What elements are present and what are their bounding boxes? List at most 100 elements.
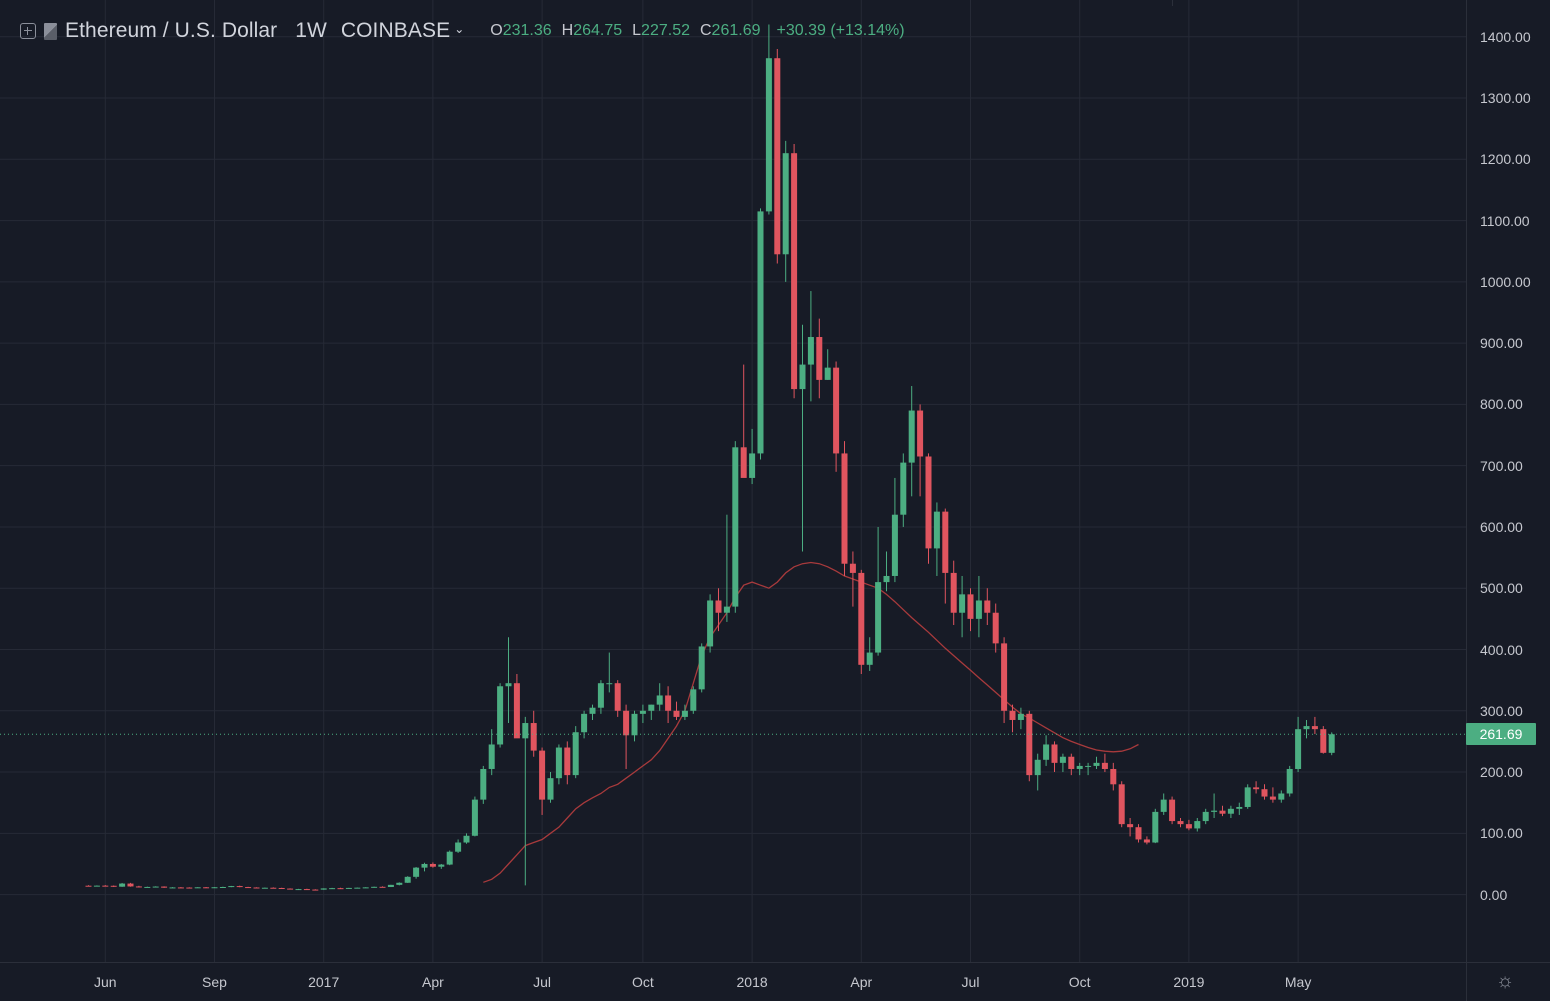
candle-body (1169, 799, 1176, 822)
candle (807, 291, 814, 402)
x-tick-label: Jul (533, 974, 552, 990)
candle-body (211, 887, 218, 889)
candle-body (858, 572, 865, 665)
candle (1152, 808, 1159, 844)
candle (841, 441, 848, 576)
candle-body (623, 710, 630, 736)
candle-body (1093, 762, 1100, 766)
candle (295, 888, 302, 891)
candle (253, 887, 260, 889)
symbol-title[interactable]: Ethereum / U.S. Dollar 1W COINBASE (65, 19, 450, 43)
candle (959, 575, 966, 638)
candle (925, 453, 932, 564)
grid-lines (0, 0, 1466, 962)
close-value: 261.69 (711, 22, 761, 39)
gear-icon[interactable]: ☼ (1495, 969, 1515, 992)
candle-body (110, 885, 117, 887)
candle (732, 441, 739, 613)
candle-body (1160, 799, 1167, 812)
candle-body (102, 885, 109, 887)
candle (942, 508, 949, 604)
candle (127, 882, 134, 887)
candle (866, 637, 873, 671)
candle-body (975, 600, 982, 619)
candle (547, 772, 554, 803)
candle-body (665, 695, 672, 711)
candle (480, 765, 487, 804)
x-tick-label: Oct (1068, 974, 1091, 990)
candle-body (849, 563, 856, 573)
candle (530, 710, 537, 757)
candle (1311, 716, 1318, 735)
candle-body (631, 713, 638, 736)
candle (1059, 753, 1066, 773)
top-panel-edge (1172, 0, 1550, 6)
candle-body (429, 863, 436, 867)
candle (438, 863, 445, 869)
chart-header: Ethereum / U.S. Dollar 1W COINBASE ⌄ O23… (20, 16, 905, 46)
candle-body (1227, 808, 1234, 814)
chevron-down-icon[interactable]: ⌄ (454, 22, 465, 36)
candle-body (438, 864, 445, 867)
candle (614, 680, 621, 717)
candle (900, 453, 907, 527)
candle-body (345, 887, 352, 889)
candle-body (1236, 806, 1243, 809)
open-value: 231.36 (502, 22, 552, 39)
candle (765, 24, 772, 215)
candle (228, 885, 235, 888)
y-tick-label: 700.00 (1480, 457, 1523, 474)
candle (93, 885, 100, 887)
candle-body (950, 572, 957, 613)
candle (194, 887, 201, 889)
candle-body (177, 887, 184, 889)
y-tick-label: 600.00 (1480, 518, 1523, 535)
x-tick-label: Apr (850, 974, 873, 990)
candle (740, 364, 747, 478)
candle (404, 876, 411, 883)
candle-body (421, 863, 428, 868)
candle (287, 888, 294, 890)
candle (933, 502, 940, 576)
candle-body (984, 600, 991, 613)
open-readout: O231.36 (490, 22, 551, 40)
candle (606, 652, 613, 693)
candle (1185, 819, 1192, 831)
candle-body (135, 886, 142, 888)
candle (698, 643, 705, 693)
x-tick-label: Jun (94, 974, 117, 990)
candle-body (757, 211, 764, 454)
candle-body (639, 710, 646, 714)
candle-body (387, 884, 394, 888)
candle-body (942, 511, 949, 573)
candle-body (1127, 824, 1134, 828)
y-tick-label: 1000.00 (1480, 273, 1531, 290)
candle-body (791, 153, 798, 390)
candle-body (1034, 759, 1041, 776)
candle-body (413, 867, 420, 877)
change-value: +30.39 (+13.14%) (776, 22, 905, 39)
y-tick-label: 100.00 (1480, 825, 1523, 842)
plus-square-icon[interactable] (20, 23, 36, 39)
candle (1169, 796, 1176, 825)
candle-body (463, 835, 470, 843)
candle-body (1303, 726, 1310, 730)
candle-body (1219, 810, 1226, 814)
candle-body (253, 887, 260, 889)
candle (186, 887, 193, 889)
candle-body (1043, 744, 1050, 760)
candle (463, 833, 470, 844)
candle (1118, 781, 1125, 828)
low-value: 227.52 (641, 22, 690, 39)
candle-body (127, 883, 134, 887)
candle (85, 885, 92, 887)
close-readout: C261.69 (700, 22, 761, 40)
candle-body (597, 683, 604, 708)
candle (799, 324, 806, 552)
candle-body (1017, 713, 1024, 720)
candle (1211, 793, 1218, 819)
candle-body (614, 683, 621, 711)
candle-body (1177, 821, 1184, 825)
